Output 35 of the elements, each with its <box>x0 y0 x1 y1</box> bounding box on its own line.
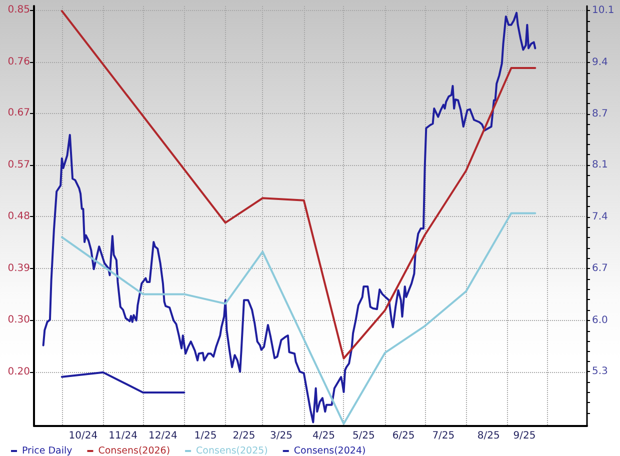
y-tick-label: 0.39 <box>8 263 30 274</box>
legend-label: Price Daily <box>22 446 73 456</box>
y2-tick-label: 10.1 <box>592 5 614 16</box>
x-tick-label: 7/25 <box>432 430 455 442</box>
x-tick-label: 1/25 <box>194 430 217 442</box>
x-tick-label: 12/24 <box>148 430 178 442</box>
x-tick-label: 4/25 <box>312 430 336 442</box>
y2-tick-label: 7.4 <box>592 212 608 223</box>
x-tick-label: 10/24 <box>68 430 98 442</box>
y-tick-label: 0.48 <box>8 211 30 222</box>
legend-label: Consens(2024) <box>294 446 366 456</box>
x-tick-label: 5/25 <box>352 430 375 442</box>
y-tick-label: 0.57 <box>8 160 30 171</box>
x-tick-label: 2/25 <box>232 430 256 442</box>
x-tick-label: 6/25 <box>392 430 415 442</box>
y-tick-label: 0.67 <box>8 108 30 119</box>
y2-tick-label: 9.4 <box>592 57 608 68</box>
y2-tick-label: 6.0 <box>592 314 608 326</box>
y2-tick-label: 5.3 <box>592 366 608 378</box>
line-series <box>60 10 536 360</box>
x-tick-label: 9/25 <box>513 430 536 442</box>
y2-tick-label: 6.7 <box>592 262 608 274</box>
x-tick-label: 8/25 <box>477 430 500 442</box>
legend-label: Consens(2026) <box>98 446 170 456</box>
x-tick-label: 3/25 <box>270 430 292 442</box>
x-tick-label: 11/24 <box>108 430 138 442</box>
y-tick-label: 0.30 <box>8 314 30 326</box>
line-series <box>42 12 536 424</box>
y2-tick-label: 8.7 <box>592 108 608 120</box>
line-series <box>60 212 536 425</box>
y2-tick-label: 8.1 <box>592 160 608 171</box>
y-tick-label: 0.76 <box>8 56 30 68</box>
y-tick-label: 0.85 <box>8 4 30 16</box>
legend-label: Consens(2025) <box>196 446 268 456</box>
y-tick-label: 0.20 <box>8 366 30 378</box>
